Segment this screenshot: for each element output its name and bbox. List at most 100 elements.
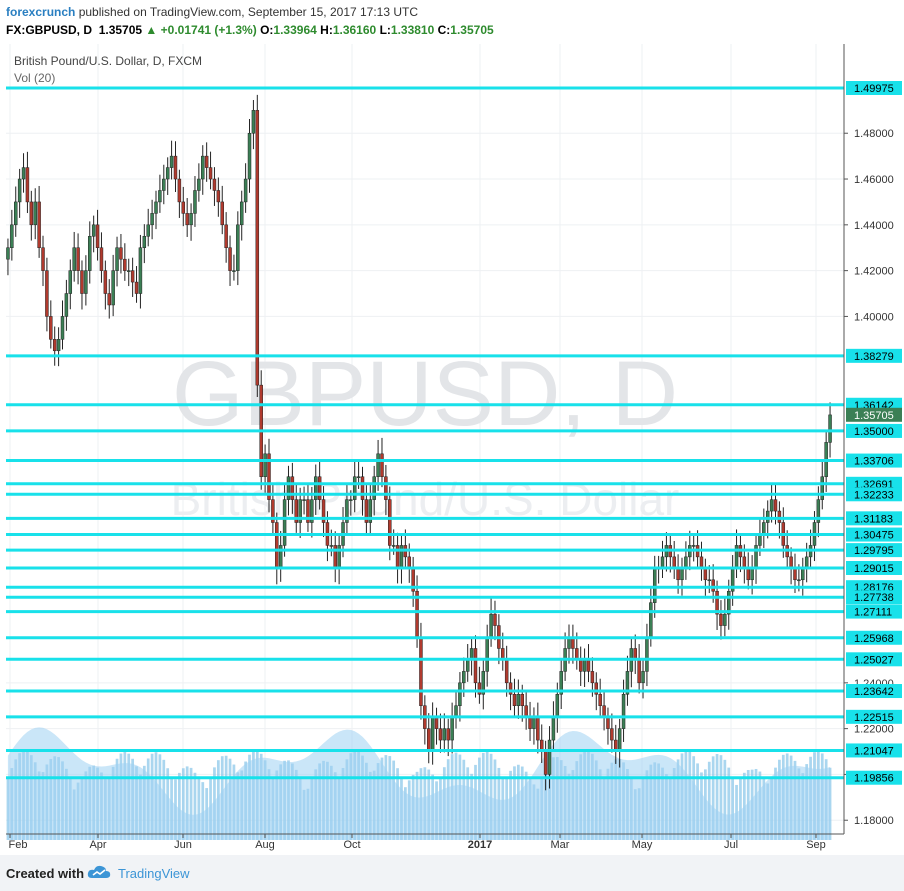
candle — [438, 728, 443, 741]
candle — [123, 258, 127, 271]
candle — [419, 636, 423, 706]
candle — [489, 613, 493, 638]
open-value: 1.33964 — [273, 23, 317, 37]
candle — [294, 499, 298, 523]
candle — [177, 178, 182, 203]
candle — [232, 270, 236, 272]
candle — [142, 236, 147, 248]
candle — [204, 155, 209, 168]
volume-bar — [742, 772, 746, 840]
candle — [481, 671, 486, 695]
volume-bar — [181, 768, 185, 840]
candle — [816, 499, 821, 523]
candle — [329, 545, 334, 547]
candle — [321, 499, 326, 523]
level-label: 1.31183 — [854, 513, 893, 525]
level-label-box — [846, 423, 902, 438]
level-label-box — [846, 590, 902, 605]
candle — [801, 568, 805, 581]
candle — [25, 167, 30, 203]
candle — [715, 590, 719, 615]
candle — [707, 579, 711, 582]
candle — [610, 728, 614, 741]
tradingview-cloud-icon — [87, 865, 111, 878]
candle — [508, 682, 513, 695]
created-with-label: Created with — [6, 866, 85, 881]
x-tick-label: Mar — [551, 839, 570, 851]
candle — [134, 281, 139, 294]
candle — [345, 499, 349, 523]
candle — [64, 293, 69, 317]
candle — [462, 671, 466, 684]
candle — [649, 602, 653, 638]
candle — [228, 247, 232, 271]
candle — [364, 499, 369, 523]
candle — [360, 476, 365, 500]
candle — [88, 236, 92, 271]
candle — [504, 659, 509, 684]
candle — [282, 499, 287, 546]
candle — [17, 178, 22, 203]
author-link[interactable]: forexcrunch — [6, 5, 76, 19]
candle — [797, 579, 801, 582]
level-label: 1.22515 — [854, 712, 894, 724]
level-label-box — [846, 487, 902, 502]
candle — [68, 270, 73, 294]
candle — [388, 499, 392, 546]
candle — [380, 453, 384, 477]
candle — [236, 224, 240, 271]
volume-bar — [185, 766, 189, 840]
level-label: 1.33706 — [854, 456, 894, 468]
up-arrow-icon: ▲ — [145, 23, 158, 37]
level-label: 1.21047 — [854, 745, 894, 757]
candle — [349, 499, 353, 501]
candle — [243, 178, 248, 203]
chart-title: British Pound/U.S. Dollar, D, FXCM — [14, 54, 202, 68]
candle — [551, 716, 556, 741]
low-label: L: — [379, 23, 391, 37]
x-tick-label: Feb — [9, 839, 28, 851]
candle — [154, 201, 158, 214]
candle — [6, 247, 10, 260]
candle — [773, 499, 778, 512]
candle — [45, 270, 49, 317]
candle — [158, 190, 162, 203]
candle — [56, 339, 61, 352]
low-value: 1.33810 — [390, 23, 435, 37]
candle — [746, 568, 750, 581]
x-tick-label: Aug — [255, 839, 275, 851]
tradingview-brand-link[interactable]: TradingView — [118, 866, 190, 881]
candle — [723, 613, 727, 626]
candle — [162, 178, 166, 191]
candle — [590, 671, 595, 684]
candle — [220, 201, 224, 226]
candle — [286, 476, 291, 500]
publish-line: forexcrunch published on TradingView.com… — [6, 5, 418, 19]
level-label: 1.27738 — [854, 592, 894, 604]
level-label-box — [846, 743, 902, 758]
candle — [450, 716, 454, 741]
candle — [356, 476, 361, 478]
candle — [765, 510, 770, 523]
candle — [119, 247, 123, 260]
level-label: 1.19856 — [854, 773, 894, 785]
candle — [512, 694, 517, 706]
x-tick-label: Apr — [89, 839, 106, 851]
level-label: 1.30475 — [854, 530, 894, 542]
volume-bar — [193, 772, 197, 840]
candle — [391, 545, 396, 547]
chart-header: forexcrunch published on TradingView.com… — [0, 0, 904, 44]
candle — [719, 613, 723, 626]
level-label: 1.35000 — [854, 426, 894, 438]
candle — [637, 659, 641, 684]
level-label-box — [846, 630, 902, 645]
candle — [103, 270, 108, 294]
candle — [49, 316, 53, 340]
candle — [127, 270, 131, 272]
candle — [559, 671, 563, 695]
level-label: 1.25027 — [854, 654, 894, 666]
candle — [60, 316, 65, 340]
candle — [606, 716, 610, 729]
level-label: 1.23642 — [854, 686, 894, 698]
